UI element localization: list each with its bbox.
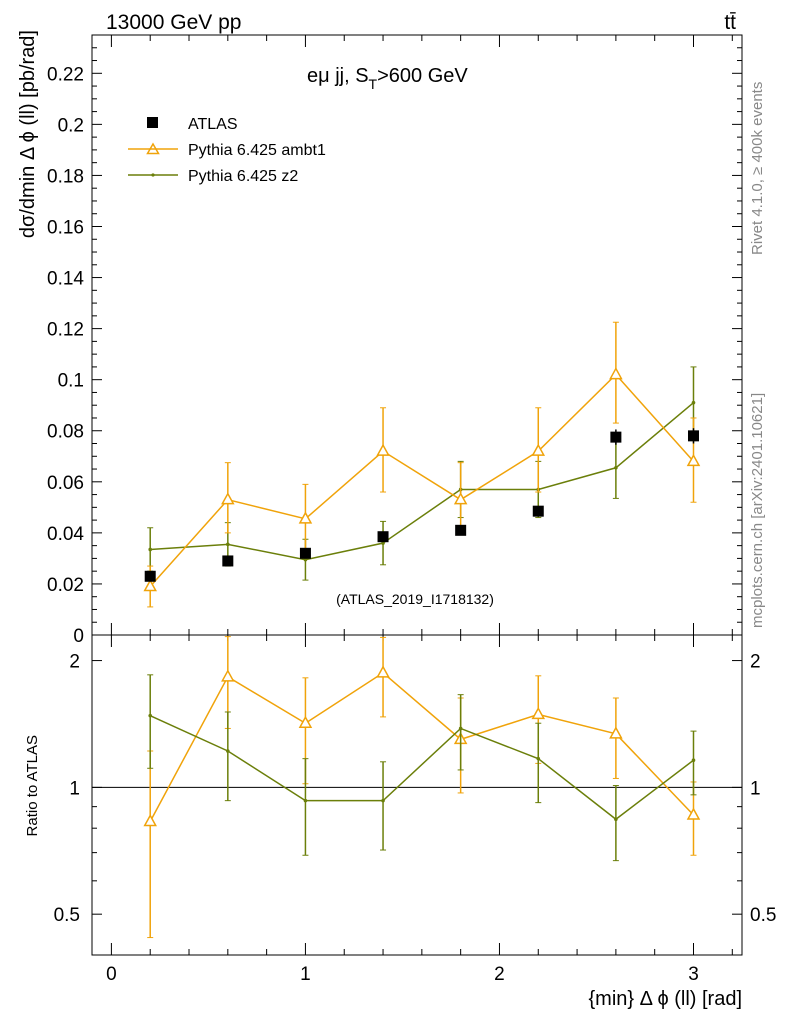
data-point-ambt1: [376, 443, 390, 456]
main-y-ticks: 0.02 0.04 0.06 0.08 0.1 0.12 0.14 0.16 0.18 0.2 0.…: [47, 47, 742, 647]
main-y-tick-label: 0.1: [58, 371, 84, 392]
ratio-point-z2: [148, 713, 153, 718]
main-y-tick-label: 0.08: [47, 422, 84, 443]
ratio-y-tick-label-right: 0.5: [750, 905, 776, 926]
data-point-ambt1: [531, 443, 546, 456]
main-y-tick-label: 0.14: [47, 269, 84, 290]
ratio-line-z2: [149, 714, 694, 821]
main-y-tick-label: 0.04: [47, 524, 84, 545]
main-y-tick-label: 0.06: [47, 473, 84, 494]
mcplots-label: mcplots.cern.ch [arXiv:2401.10621]: [749, 393, 766, 628]
rivet-version-label: Rivet 4.1.0, ≥ 400k events: [749, 82, 766, 255]
data-point-atlas: [144, 570, 156, 582]
x-ticks: 0 1 2 3: [106, 35, 733, 985]
data-point-z2: [691, 400, 696, 405]
ratio-y-axis-label: Ratio to ATLAS: [24, 735, 41, 836]
legend-marker-ambt1: [146, 142, 160, 155]
analysis-watermark: (ATLAS_2019_I1718132): [336, 591, 494, 607]
data-point-ambt1: [221, 492, 235, 505]
ratio-point-ambt1: [376, 665, 390, 678]
data-point-atlas: [299, 547, 311, 559]
ratio-point-ambt1: [221, 669, 235, 682]
ratio-point-ambt1: [609, 726, 623, 739]
ratio-point-ambt1: [298, 715, 313, 728]
ratio-point-ambt1: [143, 813, 157, 827]
ratio-point-z2: [458, 726, 463, 731]
main-y-tick-label: 0.2: [58, 115, 84, 136]
main-y-tick-label: 0.22: [47, 64, 84, 85]
panel-title-subscript: T: [369, 76, 378, 92]
panel-title: eμ jj, ST>600 GeV: [307, 65, 468, 92]
data-point-ambt1: [298, 511, 313, 524]
legend-marker-atlas: [147, 117, 158, 128]
panel-title-main: eμ jj, S: [307, 65, 369, 87]
ratio-y-tick-label-right: 2: [750, 652, 761, 673]
ratio-series: [143, 636, 701, 939]
series-line-ambt1: [149, 373, 695, 587]
ratio-point-z2: [303, 798, 308, 803]
ratio-y-tick-label: 0.5: [54, 905, 80, 926]
main-y-axis-label: dσ/dmin Δ ϕ (ll) [pb/rad]: [17, 30, 39, 238]
data-point-atlas: [532, 505, 544, 517]
data-point-atlas: [377, 531, 389, 543]
ratio-point-z2: [381, 798, 385, 803]
data-point-atlas: [610, 431, 622, 443]
data-point-z2: [614, 465, 618, 470]
legend-label-z2: Pythia 6.425 z2: [188, 168, 298, 185]
main-y-tick-label: 0.02: [47, 575, 84, 596]
data-point-atlas: [222, 555, 234, 567]
ratio-y-tick-label: 1: [69, 778, 80, 799]
data-point-atlas: [687, 430, 699, 442]
data-point-ambt1: [686, 453, 701, 467]
panel-title-tail: >600 GeV: [377, 65, 468, 87]
data-point-atlas: [455, 524, 467, 536]
data-point-ambt1: [609, 367, 623, 380]
data-point-ambt1: [453, 492, 468, 505]
ratio-point-ambt1: [531, 706, 546, 720]
x-tick-label: 1: [300, 964, 311, 985]
x-axis-label: {min} Δ ϕ (ll) [rad]: [589, 988, 743, 1010]
data-point-z2: [226, 542, 230, 547]
ratio-line-ambt1: [149, 671, 695, 822]
main-y-tick-label: 0.16: [47, 217, 84, 238]
legend-label-ambt1: Pythia 6.425 ambt1: [188, 142, 326, 159]
header-energy-label: 13000 GeV pp: [106, 11, 241, 34]
ratio-point-z2: [691, 758, 696, 763]
series-line-z2: [150, 402, 694, 561]
legend-marker-z2: [151, 173, 155, 177]
data-point-z2: [148, 547, 153, 552]
header-process-label: tt̄: [724, 11, 736, 34]
ratio-point-ambt1: [686, 807, 701, 820]
legend: ATLAS Pythia 6.425 ambt1 Pythia 6.425 z2: [128, 116, 326, 185]
ratio-y-tick-label: 2: [69, 652, 80, 673]
ratio-point-z2: [614, 817, 618, 822]
x-tick-label: 2: [494, 964, 505, 985]
main-series: [143, 321, 701, 608]
main-y-tick-label: 0.18: [47, 166, 84, 187]
main-y-tick-label: 0.12: [47, 320, 84, 341]
ratio-panel-frame: [91, 634, 743, 956]
legend-label-atlas: ATLAS: [188, 116, 238, 133]
ratio-point-z2: [536, 756, 541, 761]
main-y-tick-label: 0: [73, 626, 84, 647]
ratio-point-z2: [226, 749, 230, 753]
ratio-y-tick-label-right: 1: [750, 778, 761, 799]
x-tick-label: 0: [106, 964, 117, 985]
x-tick-label: 3: [688, 964, 699, 985]
data-point-ambt1: [143, 578, 157, 592]
ratio-y-ticks: 0.5 0.5 1 1 2 2: [54, 652, 777, 927]
